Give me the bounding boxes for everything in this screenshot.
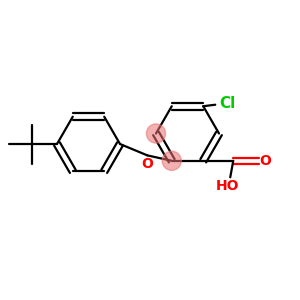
Text: HO: HO [215, 179, 239, 193]
Text: O: O [260, 154, 271, 168]
Circle shape [162, 151, 182, 170]
Text: Cl: Cl [220, 96, 236, 111]
Circle shape [146, 124, 166, 143]
Text: O: O [141, 157, 153, 171]
